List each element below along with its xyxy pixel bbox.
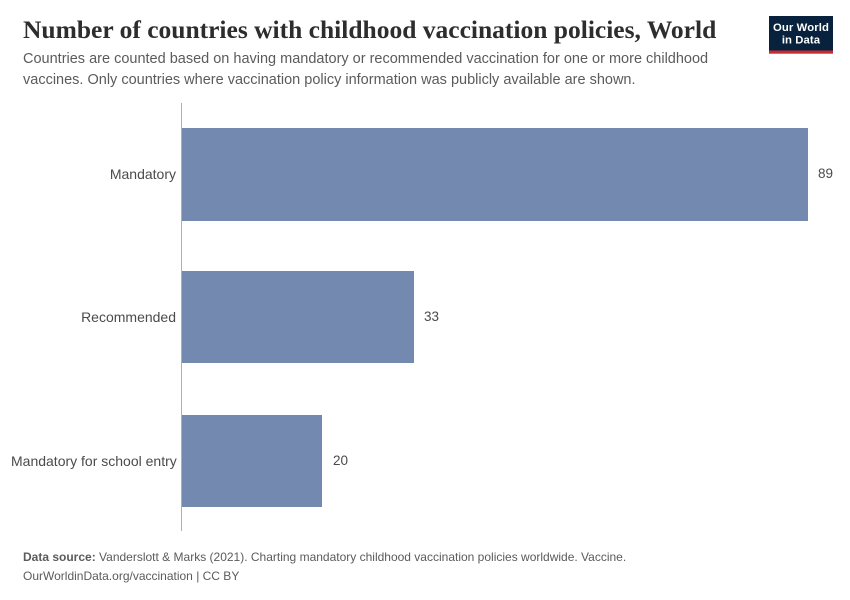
svg-text:Our World: Our World (773, 22, 829, 34)
svg-text:in Data: in Data (782, 35, 821, 47)
